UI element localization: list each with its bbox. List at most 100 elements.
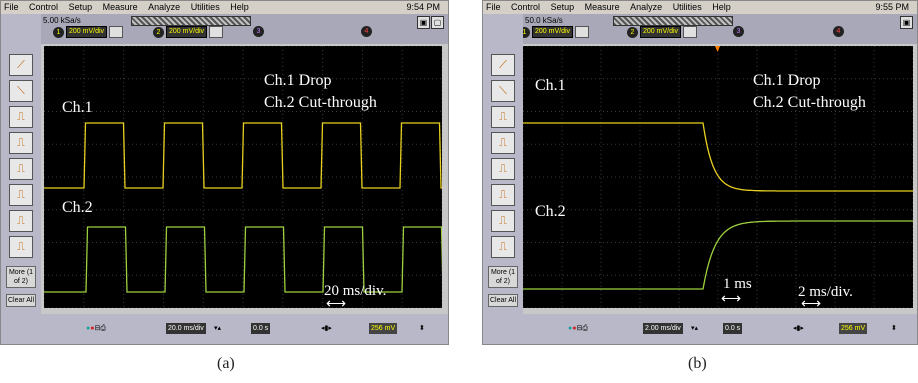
print-icon[interactable]: ⎙ xyxy=(582,325,588,332)
channel-4-control[interactable]: 4 xyxy=(833,26,844,37)
timebase-field[interactable]: 20.0 ms/div xyxy=(166,323,206,334)
pulse-icon[interactable]: ⎍ xyxy=(491,132,515,154)
channel-1-control[interactable]: 1 200 mV/div xyxy=(519,26,590,38)
clear-all-button[interactable]: Clear All xyxy=(6,294,36,307)
window-restore-button[interactable]: ▢ xyxy=(431,16,444,29)
pulse-icon[interactable]: ⎍ xyxy=(9,158,33,180)
channel-3-control[interactable]: 3 xyxy=(253,26,264,37)
channel-1-stepper[interactable] xyxy=(109,26,124,38)
ch1-drop-label: Ch.1 Drop xyxy=(264,72,332,89)
channel-2-scale[interactable]: 200 mV/div xyxy=(640,26,682,38)
menu-utilities[interactable]: Utilities xyxy=(190,2,220,12)
pulse-icon[interactable]: ⎍ xyxy=(9,184,33,206)
timebase-field[interactable]: 2.00 ms/div xyxy=(643,323,683,334)
scroll-control[interactable]: ◂▮▸ xyxy=(793,325,804,332)
trigger-level-stepper[interactable]: ⬍ xyxy=(419,325,425,332)
sample-rate: 5.00 kSa/s xyxy=(43,16,81,25)
pulse-icon[interactable]: ⎍ xyxy=(491,210,515,232)
falling-edge-icon[interactable]: ⟍ xyxy=(9,80,33,102)
more-button[interactable]: More (1 of 2) xyxy=(488,266,518,288)
run-icon[interactable]: ● xyxy=(568,325,573,332)
menu-help[interactable]: Help xyxy=(712,2,731,12)
menu-control[interactable]: Control xyxy=(29,2,59,12)
edge-trigger-icon[interactable]: ⟋ xyxy=(9,54,33,76)
edge-trigger-icon[interactable]: ⟋ xyxy=(491,54,515,76)
timebase-stepper[interactable]: ▾▴ xyxy=(691,325,699,332)
trigger-level-field[interactable]: 256 mV xyxy=(369,323,398,334)
run-controls[interactable]: ●●⊟⎙ xyxy=(86,323,106,334)
trigger-level-field[interactable]: 256 mV xyxy=(839,323,868,334)
more-button[interactable]: More (1 of 2) xyxy=(6,266,36,288)
channel-2-trace xyxy=(523,220,913,290)
menu-help[interactable]: Help xyxy=(230,2,249,12)
interval-annotation: 1 ms xyxy=(723,276,752,292)
menu-analyze[interactable]: Analyze xyxy=(148,2,181,12)
single-icon[interactable]: ⊟ xyxy=(94,325,101,332)
run-controls[interactable]: ●●⊟⎙ xyxy=(568,323,588,334)
waveform-display[interactable]: Ch.1 Drop Ch.2 Cut-through Ch.1 Ch.2 20 … xyxy=(44,46,442,312)
print-icon[interactable]: ⎙ xyxy=(100,325,106,332)
menu-measure[interactable]: Measure xyxy=(102,2,138,12)
menu-setup[interactable]: Setup xyxy=(550,2,575,12)
menu-file[interactable]: File xyxy=(4,2,19,12)
clear-all-button[interactable]: Clear All xyxy=(488,294,518,307)
falling-edge-icon[interactable]: ⟍ xyxy=(491,80,515,102)
channel-toolbar: 5.00 kSa/s ▣ ▢ 1 200 mV/div 2 200 mV/div… xyxy=(41,14,448,44)
channel-1-scale[interactable]: 200 mV/div xyxy=(532,26,574,38)
scroll-control[interactable]: ◂▮▸ xyxy=(321,325,332,332)
channel-2-icon[interactable]: 2 xyxy=(153,26,164,38)
menu-file[interactable]: File xyxy=(486,2,501,12)
scale-arrow-icon: ⟷ xyxy=(326,297,347,312)
waveform-svg xyxy=(44,46,442,308)
channel-2-stepper[interactable] xyxy=(209,26,224,38)
status-bar: ●●⊟⎙ 2.00 ms/div ▾▴ 0.0 s ◂▮▸ 256 mV ⬍ xyxy=(483,314,917,344)
single-icon[interactable]: ⊟ xyxy=(576,325,583,332)
pulse-icon[interactable]: ⎍ xyxy=(491,184,515,206)
pulse-icon[interactable]: ⎍ xyxy=(491,106,515,128)
channel-4-icon[interactable]: 4 xyxy=(361,26,372,37)
channel-1-icon[interactable]: 1 xyxy=(53,26,64,38)
channel-3-icon[interactable]: 3 xyxy=(253,26,264,37)
channel-1-icon[interactable]: 1 xyxy=(519,26,530,38)
pulse-icon[interactable]: ⎍ xyxy=(491,158,515,180)
window-layout-button[interactable]: ▣ xyxy=(417,16,430,29)
menu-measure[interactable]: Measure xyxy=(584,2,620,12)
channel-2-trace xyxy=(44,226,442,293)
channel-2-icon[interactable]: 2 xyxy=(627,26,638,38)
channel-2-scale[interactable]: 200 mV/div xyxy=(166,26,208,38)
channel-2-control[interactable]: 2 200 mV/div xyxy=(153,26,224,38)
trigger-level-stepper[interactable]: ⬍ xyxy=(891,325,897,332)
waveform-display[interactable]: Ch.1 Drop Ch.2 Cut-through Ch.1 Ch.2 1 m… xyxy=(523,46,913,312)
scope-window-a: File Control Setup Measure Analyze Utili… xyxy=(0,0,449,345)
channel-3-control[interactable]: 3 xyxy=(733,26,744,37)
timebase-annotation: 20 ms/div. xyxy=(324,283,387,299)
channel-1-scale[interactable]: 200 mV/div xyxy=(66,26,108,38)
channel-4-control[interactable]: 4 xyxy=(361,26,372,37)
channel-2-control[interactable]: 2 200 mV/div xyxy=(627,26,698,38)
run-icon[interactable]: ● xyxy=(86,325,91,332)
pulse-icon[interactable]: ⎍ xyxy=(491,236,515,258)
pulse-icon[interactable]: ⎍ xyxy=(9,210,33,232)
stop-icon[interactable]: ● xyxy=(572,325,577,332)
menu-utilities[interactable]: Utilities xyxy=(672,2,702,12)
stop-icon[interactable]: ● xyxy=(90,325,95,332)
caption-a: (a) xyxy=(217,355,235,372)
pulse-icon[interactable]: ⎍ xyxy=(9,132,33,154)
channel-1-control[interactable]: 1 200 mV/div xyxy=(53,26,124,38)
delay-field[interactable]: 0.0 s xyxy=(251,323,271,334)
menu-control[interactable]: Control xyxy=(511,2,541,12)
channel-4-icon[interactable]: 4 xyxy=(833,26,844,37)
tool-sidebar: ⟋ ⟍ ⎍ ⎍ ⎍ ⎍ ⎍ ⎍ More (1 of 2) Clear All xyxy=(483,14,523,314)
delay-field[interactable]: 0.0 s xyxy=(723,323,743,334)
menu-bar: File Control Setup Measure Analyze Utili… xyxy=(483,1,917,14)
ch2-label: Ch.2 xyxy=(535,203,566,220)
channel-1-stepper[interactable] xyxy=(575,26,590,38)
menu-analyze[interactable]: Analyze xyxy=(630,2,663,12)
window-layout-button[interactable]: ▣ xyxy=(900,16,913,29)
menu-setup[interactable]: Setup xyxy=(68,2,93,12)
channel-3-icon[interactable]: 3 xyxy=(733,26,744,37)
timebase-stepper[interactable]: ▾▴ xyxy=(214,325,222,332)
pulse-icon[interactable]: ⎍ xyxy=(9,236,33,258)
channel-2-stepper[interactable] xyxy=(683,26,698,38)
pulse-icon[interactable]: ⎍ xyxy=(9,106,33,128)
